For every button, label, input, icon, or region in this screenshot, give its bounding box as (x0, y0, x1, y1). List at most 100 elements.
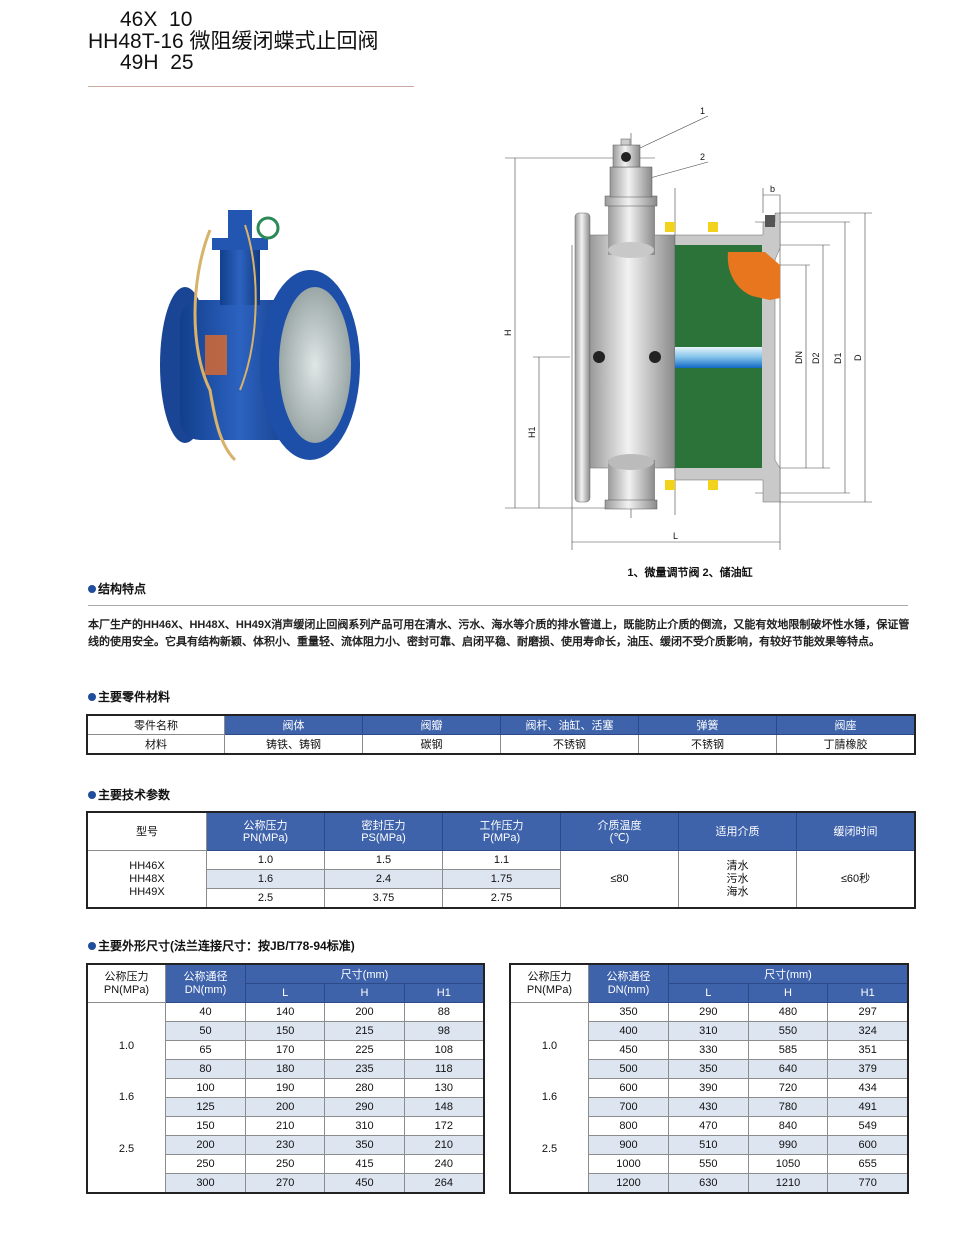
table-row: 400 310 550 324 (511, 1021, 908, 1041)
table-cell: 700 (588, 1097, 669, 1117)
table-cell: 800 (588, 1116, 669, 1136)
table-cell: 310 (668, 1021, 749, 1041)
table-cell: 1.5 (324, 850, 443, 870)
table-cell: 1200 (588, 1173, 669, 1193)
table-cell: 640 (747, 1059, 829, 1079)
section-features: 结构特点 (88, 580, 146, 597)
table-cell: 碳钢 (362, 734, 501, 754)
table-subheader-row: L H H1 (88, 983, 485, 1003)
header-cell: 阀体 (224, 715, 363, 735)
table-cell: 900 (588, 1135, 669, 1155)
table-cell: 98 (403, 1021, 485, 1041)
label-DN: DN (794, 351, 804, 364)
table-cell: 50 (165, 1021, 246, 1041)
table-cell: 491 (827, 1097, 908, 1117)
valve-section-diagram: 1 2 b L H H1 DN D2 D1 D (503, 106, 872, 550)
bullet-icon (88, 790, 96, 799)
table-row: 800 470 840 549 (511, 1116, 908, 1136)
table-cell: 290 (668, 1002, 749, 1022)
section-title: 主要技术参数 (98, 788, 171, 802)
table-cell: 480 (747, 1002, 829, 1022)
table-cell: 470 (668, 1116, 749, 1136)
table-cell: 550 (747, 1021, 829, 1041)
table-cell: 172 (403, 1116, 485, 1136)
pn-value: 1.6 (541, 1091, 558, 1103)
table-cell: 200 (165, 1135, 246, 1155)
table-cell: 150 (165, 1116, 246, 1136)
table-cell: 780 (747, 1097, 829, 1117)
table-cell: 1000 (588, 1154, 669, 1174)
table-cell: 118 (403, 1059, 485, 1079)
header-cell-size: 尺寸(mm) (245, 964, 484, 984)
table-cell: 250 (244, 1154, 326, 1174)
section-dimensions: 主要外形尺寸(法兰连接尺寸：按JB/T78-94标准) (88, 937, 355, 954)
table-cell: 390 (668, 1078, 749, 1098)
table-cell: 290 (324, 1097, 405, 1117)
pn-value: 2.5 (541, 1143, 558, 1155)
table-row: 600 390 720 434 (511, 1078, 908, 1098)
table-cell: 108 (403, 1040, 485, 1060)
table-cell: 材料 (87, 734, 225, 754)
table-cell: 170 (244, 1040, 326, 1060)
close-time-cell: ≤60秒 (796, 850, 915, 908)
header-cell-size: 尺寸(mm) (668, 964, 908, 984)
table-cell: 655 (827, 1154, 908, 1174)
table-cell: 1.0 (206, 850, 325, 870)
table-row: 700 430 780 491 (511, 1097, 908, 1117)
title-line-3: 49H 25 (120, 51, 194, 74)
subheader-cell: H1 (827, 983, 908, 1003)
disc-stripe (675, 347, 762, 368)
header-cell: 阀座 (776, 715, 915, 735)
table-row: 材料 铸铁、铸钢 碳钢 不锈钢 不锈钢 丁腈橡胶 (87, 734, 915, 754)
table-cell: 225 (324, 1040, 405, 1060)
title-divider (88, 86, 414, 87)
table-row: 1.0 1.6 2.5 350 290 480 297 (510, 1002, 908, 1193)
description-text: 本厂生产的HH46X、HH48X、HH49X消声缓闭止回阀系列产品可用在清水、污… (88, 619, 910, 648)
table-cell: 264 (403, 1173, 485, 1193)
callout-2: 2 (700, 152, 705, 162)
table-cell: 215 (324, 1021, 405, 1041)
label-H: H (503, 330, 513, 337)
dimensions-table-left: 公称压力 PN(MPa) 公称通径 DN(mm) 尺寸(mm) L H H1 1.0 1.6 2… (86, 963, 485, 1194)
subheader-cell: L (668, 983, 749, 1003)
table-cell: 125 (165, 1097, 246, 1117)
inlet-flange (574, 212, 591, 503)
table-cell: 铸铁、铸钢 (224, 734, 363, 754)
header-cell: 阀杆、油缸、活塞 (500, 715, 639, 735)
title-line-1: 46X 10 (120, 8, 193, 31)
table-cell: 不锈钢 (500, 734, 639, 754)
table-cell: 210 (244, 1116, 326, 1136)
header-cell: 阀瓣 (362, 715, 501, 735)
table-cell: 1.6 (206, 869, 325, 889)
table-cell: 3.75 (324, 888, 443, 908)
bolt-icon (593, 351, 605, 363)
oil-cylinder (609, 166, 653, 198)
table-cell: 720 (747, 1078, 829, 1098)
bullet-icon (88, 941, 96, 950)
table-row: 300 270 450 264 (88, 1173, 485, 1193)
label-D: D (853, 354, 863, 361)
table-cell: 1210 (747, 1173, 829, 1193)
table-row: HH46X HH48X HH49X 1.0 1.5 1.1 ≤80 清水 污水 海水 ≤60… (87, 850, 915, 908)
table-cell: 2.5 (206, 888, 325, 908)
table-cell: 600 (588, 1078, 669, 1098)
table-row: 80 180 235 118 (88, 1059, 485, 1079)
header-cell-dn: 公称通径 DN(mm) (165, 964, 246, 1003)
table-cell: 不锈钢 (638, 734, 777, 754)
header-cell: 零件名称 (87, 715, 225, 735)
table-cell: 40 (165, 1002, 246, 1022)
table-cell: 180 (244, 1059, 326, 1079)
temperature-cell: ≤80 (560, 850, 679, 908)
table-cell: 990 (747, 1135, 829, 1155)
table-cell: 1.75 (442, 869, 561, 889)
label-D1: D1 (833, 352, 843, 364)
pn-cell: 1.0 1.6 2.5 (87, 1002, 166, 1193)
section-params: 主要技术参数 (88, 786, 170, 803)
table-row: 450 330 585 351 (511, 1040, 908, 1060)
params-table: 型号 公称压力 PN(MPa) 密封压力 PS(MPa) 工作压力 P(MPa) 介质温… (86, 811, 916, 909)
table-cell: 400 (588, 1021, 669, 1041)
table-row: 1000 550 1050 655 (511, 1154, 908, 1174)
table-row: 500 350 640 379 (511, 1059, 908, 1079)
table-cell: 148 (403, 1097, 485, 1117)
valve-photo (160, 210, 360, 462)
